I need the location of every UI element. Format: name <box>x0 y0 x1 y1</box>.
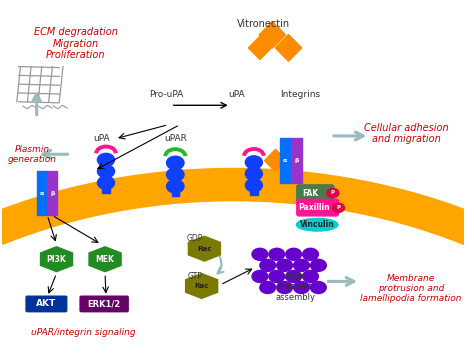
Circle shape <box>260 260 275 271</box>
Circle shape <box>166 156 184 169</box>
Text: Vinculin: Vinculin <box>300 220 335 229</box>
Circle shape <box>98 153 115 166</box>
Polygon shape <box>186 274 218 299</box>
Circle shape <box>332 203 345 212</box>
Bar <box>37 171 47 215</box>
Circle shape <box>293 282 310 294</box>
FancyBboxPatch shape <box>297 200 338 216</box>
Circle shape <box>286 271 301 283</box>
Polygon shape <box>264 149 287 172</box>
Text: GTP: GTP <box>188 272 202 280</box>
Text: MEK: MEK <box>96 255 115 264</box>
Text: ERK1/2: ERK1/2 <box>88 300 121 308</box>
Circle shape <box>98 176 115 189</box>
Text: Integrins: Integrins <box>280 90 320 99</box>
FancyBboxPatch shape <box>80 296 128 312</box>
Polygon shape <box>41 247 73 272</box>
Polygon shape <box>248 36 271 60</box>
Text: Plasmin
generation: Plasmin generation <box>8 145 56 164</box>
Text: PI3K: PI3K <box>46 255 66 264</box>
Circle shape <box>98 165 115 178</box>
Text: β: β <box>294 158 299 163</box>
Polygon shape <box>259 21 285 48</box>
Text: GDP: GDP <box>187 234 203 242</box>
Bar <box>172 186 179 196</box>
Circle shape <box>277 260 292 271</box>
Bar <box>291 138 302 183</box>
Text: Paxillin: Paxillin <box>298 203 330 212</box>
Circle shape <box>246 167 263 180</box>
Text: Actin
filament
assembly: Actin filament assembly <box>275 272 315 302</box>
Circle shape <box>269 248 284 260</box>
Text: Rac: Rac <box>194 283 209 289</box>
Bar <box>250 185 257 195</box>
Text: AKT: AKT <box>36 300 56 308</box>
Text: uPA: uPA <box>93 134 109 143</box>
Text: uPAR/integrin signaling: uPAR/integrin signaling <box>30 328 135 337</box>
Polygon shape <box>188 236 220 261</box>
Text: P: P <box>331 191 335 196</box>
Bar <box>47 171 57 215</box>
Text: P: P <box>337 205 340 210</box>
Text: α: α <box>40 191 45 196</box>
Text: Pro-uPA: Pro-uPA <box>149 90 183 99</box>
Text: Cellular adhesion
and migration: Cellular adhesion and migration <box>364 123 449 144</box>
Polygon shape <box>89 247 121 272</box>
Circle shape <box>166 180 184 193</box>
Text: ECM degradation
Migration
Proliferation: ECM degradation Migration Proliferation <box>34 27 118 60</box>
Circle shape <box>327 189 339 198</box>
Text: uPAR: uPAR <box>164 134 187 143</box>
Text: FAK: FAK <box>302 189 319 198</box>
Circle shape <box>166 168 184 181</box>
Circle shape <box>293 260 310 271</box>
FancyBboxPatch shape <box>297 185 334 201</box>
Text: β: β <box>50 191 55 196</box>
Circle shape <box>269 271 284 283</box>
Circle shape <box>260 282 275 294</box>
Text: Rac: Rac <box>197 246 212 252</box>
Circle shape <box>310 282 326 294</box>
Circle shape <box>252 271 268 283</box>
Polygon shape <box>275 34 301 61</box>
Text: uPA: uPA <box>228 90 245 99</box>
Circle shape <box>286 248 301 260</box>
Circle shape <box>303 248 319 260</box>
Circle shape <box>277 282 292 294</box>
Ellipse shape <box>296 218 338 231</box>
Circle shape <box>246 156 263 169</box>
Circle shape <box>252 248 268 260</box>
Bar <box>102 183 109 193</box>
Circle shape <box>310 260 326 271</box>
Text: Vitronectin: Vitronectin <box>237 19 290 29</box>
Text: α: α <box>283 158 287 163</box>
Circle shape <box>246 179 263 192</box>
FancyBboxPatch shape <box>26 296 67 312</box>
Bar <box>280 138 291 183</box>
Circle shape <box>303 271 319 283</box>
Text: Membrane
protrusion and
lamellipodia formation: Membrane protrusion and lamellipodia for… <box>360 274 462 304</box>
